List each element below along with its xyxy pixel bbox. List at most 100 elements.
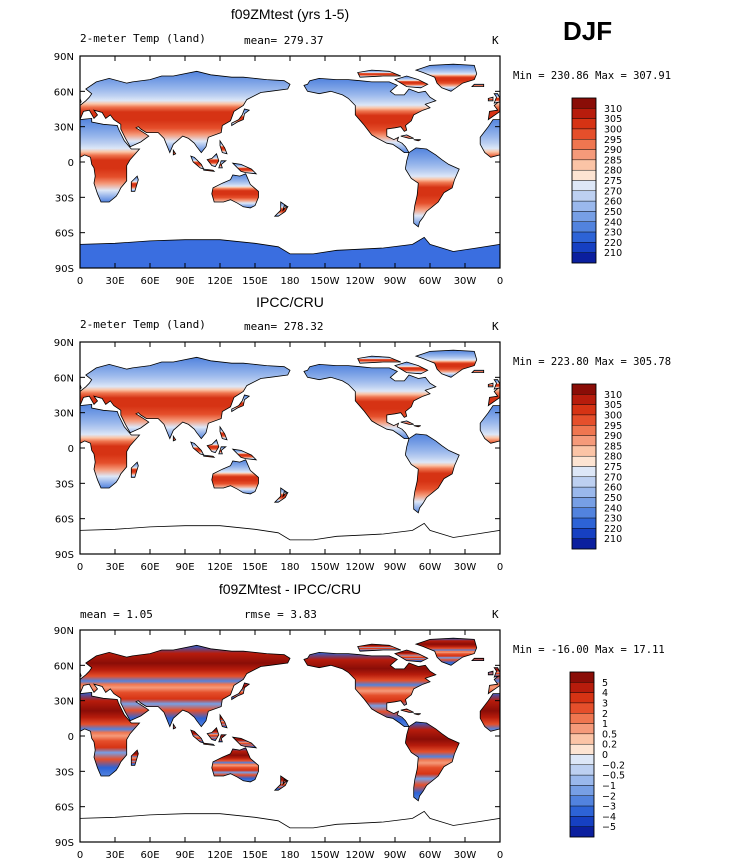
colorbar-swatch [571,507,597,519]
colorbar-label: 0 [602,750,608,761]
lon-tick-label: 90W [384,562,407,573]
colorbar-swatch [569,826,595,838]
colorbar-swatch [571,425,597,436]
panel-2-units: K [492,320,499,333]
colorbar-swatch [571,139,597,150]
colorbar-swatch [569,805,595,817]
land-newguinea [231,162,258,175]
lat-tick-label: 30N [54,409,74,420]
colorbar-swatch [569,774,595,786]
land-africa [79,403,141,489]
land-hispaniola-wrap [413,425,421,428]
colorbar-swatch [569,692,595,704]
colorbar-swatch [571,200,597,212]
colorbar-label: 300 [604,410,622,421]
land-nz2 [282,779,289,786]
colorbar-label: 230 [604,514,622,525]
colorbar-label: −3 [602,802,616,813]
lat-tick-label: 30N [54,697,74,708]
land-antarctica [79,522,501,555]
lon-tick-label: 30E [105,276,124,287]
land-greenland-wrap [414,349,478,378]
colorbar-label: 290 [604,431,622,442]
lon-tick-label: 30W [454,562,477,573]
land-northamerica-wrap [303,77,437,153]
season-label: DJF [563,16,613,46]
colorbar-swatch [571,404,597,416]
colorbar-label: 2 [602,709,608,720]
panel-3-min-max: Min = -16.00 Max = 17.11 [513,644,665,656]
colorbar-label: 240 [604,503,622,514]
lon-tick-label: 120E [207,850,232,861]
colorbar-swatch [571,466,597,478]
land-borneo [206,153,220,168]
colorbar-1: 3103053002952902852802752702602502402302… [571,97,622,264]
colorbar-swatch [571,231,597,243]
land-antarctica [79,810,501,843]
lon-tick-label: 150E [242,562,267,573]
colorbar-label: 260 [604,197,622,208]
colorbar-label: 0.2 [602,740,617,751]
land-philippines [219,139,228,155]
lon-tick-label: 0 [497,850,503,861]
land-srilanka [172,434,177,442]
land-ireland-wrap [487,382,494,388]
colorbar-swatch [569,785,595,796]
colorbar-swatch [571,180,597,192]
land-africa [79,691,141,777]
colorbar-label: 285 [604,441,622,452]
land-sulawesi [218,446,227,455]
colorbar-swatch [571,414,597,426]
lat-tick-label: 0 [68,444,74,455]
colorbar-swatch [569,682,595,693]
colorbar-frame [571,383,597,550]
colorbar-label: 220 [604,238,622,249]
land-baffin-wrap [394,649,429,663]
colorbar-label: 5 [602,678,608,689]
lon-tick-label: 150W [311,562,340,573]
colorbar-swatch [571,118,597,130]
land-sulawesi [218,734,227,743]
colorbar-swatch [571,383,597,395]
lon-tick-label: 90W [384,276,407,287]
colorbar-label: 1 [602,719,608,730]
lat-tick-label: 60N [54,87,74,98]
lon-tick-label: 0 [497,562,503,573]
panel-3-left-label: mean = 1.05 [80,608,153,621]
land-srilanka [172,148,177,156]
lat-tick-label: 90S [55,550,74,561]
land-japan [231,682,251,701]
colorbar-label: −0.2 [602,760,625,771]
lat-tick-label: 60N [54,373,74,384]
colorbar-frame [569,671,595,838]
colorbar-label: 285 [604,155,622,166]
lon-tick-label: 150W [311,850,340,861]
land-africa [79,117,141,203]
colorbar-swatch [569,702,595,714]
lon-tick-label: 0 [77,850,83,861]
lon-tick-label: 180 [280,276,299,287]
land-eurasia [79,70,291,154]
colorbar-label: 305 [604,400,622,411]
colorbar-swatch [569,816,595,827]
lat-tick-label: 90S [55,264,74,275]
colorbar-swatch [569,795,595,807]
lat-tick-label: 30N [54,123,74,134]
land-australia [211,173,259,209]
lat-tick-label: 30S [55,767,74,778]
land-java [203,454,216,458]
colorbar-2: 3103053002952902852802752702602502402302… [571,383,622,550]
land-northamerica-wrap [303,651,437,727]
colorbar-swatch [571,128,597,140]
colorbar-label: 260 [604,483,622,494]
lon-tick-label: 120W [346,850,375,861]
colorbar-label: −1 [602,781,616,792]
lon-tick-label: 30E [105,562,124,573]
lon-tick-label: 150E [242,276,267,287]
colorbar-label: 310 [604,390,622,401]
lon-tick-label: 30E [105,850,124,861]
colorbar-label: 210 [604,248,622,259]
land-borneo [206,727,220,742]
